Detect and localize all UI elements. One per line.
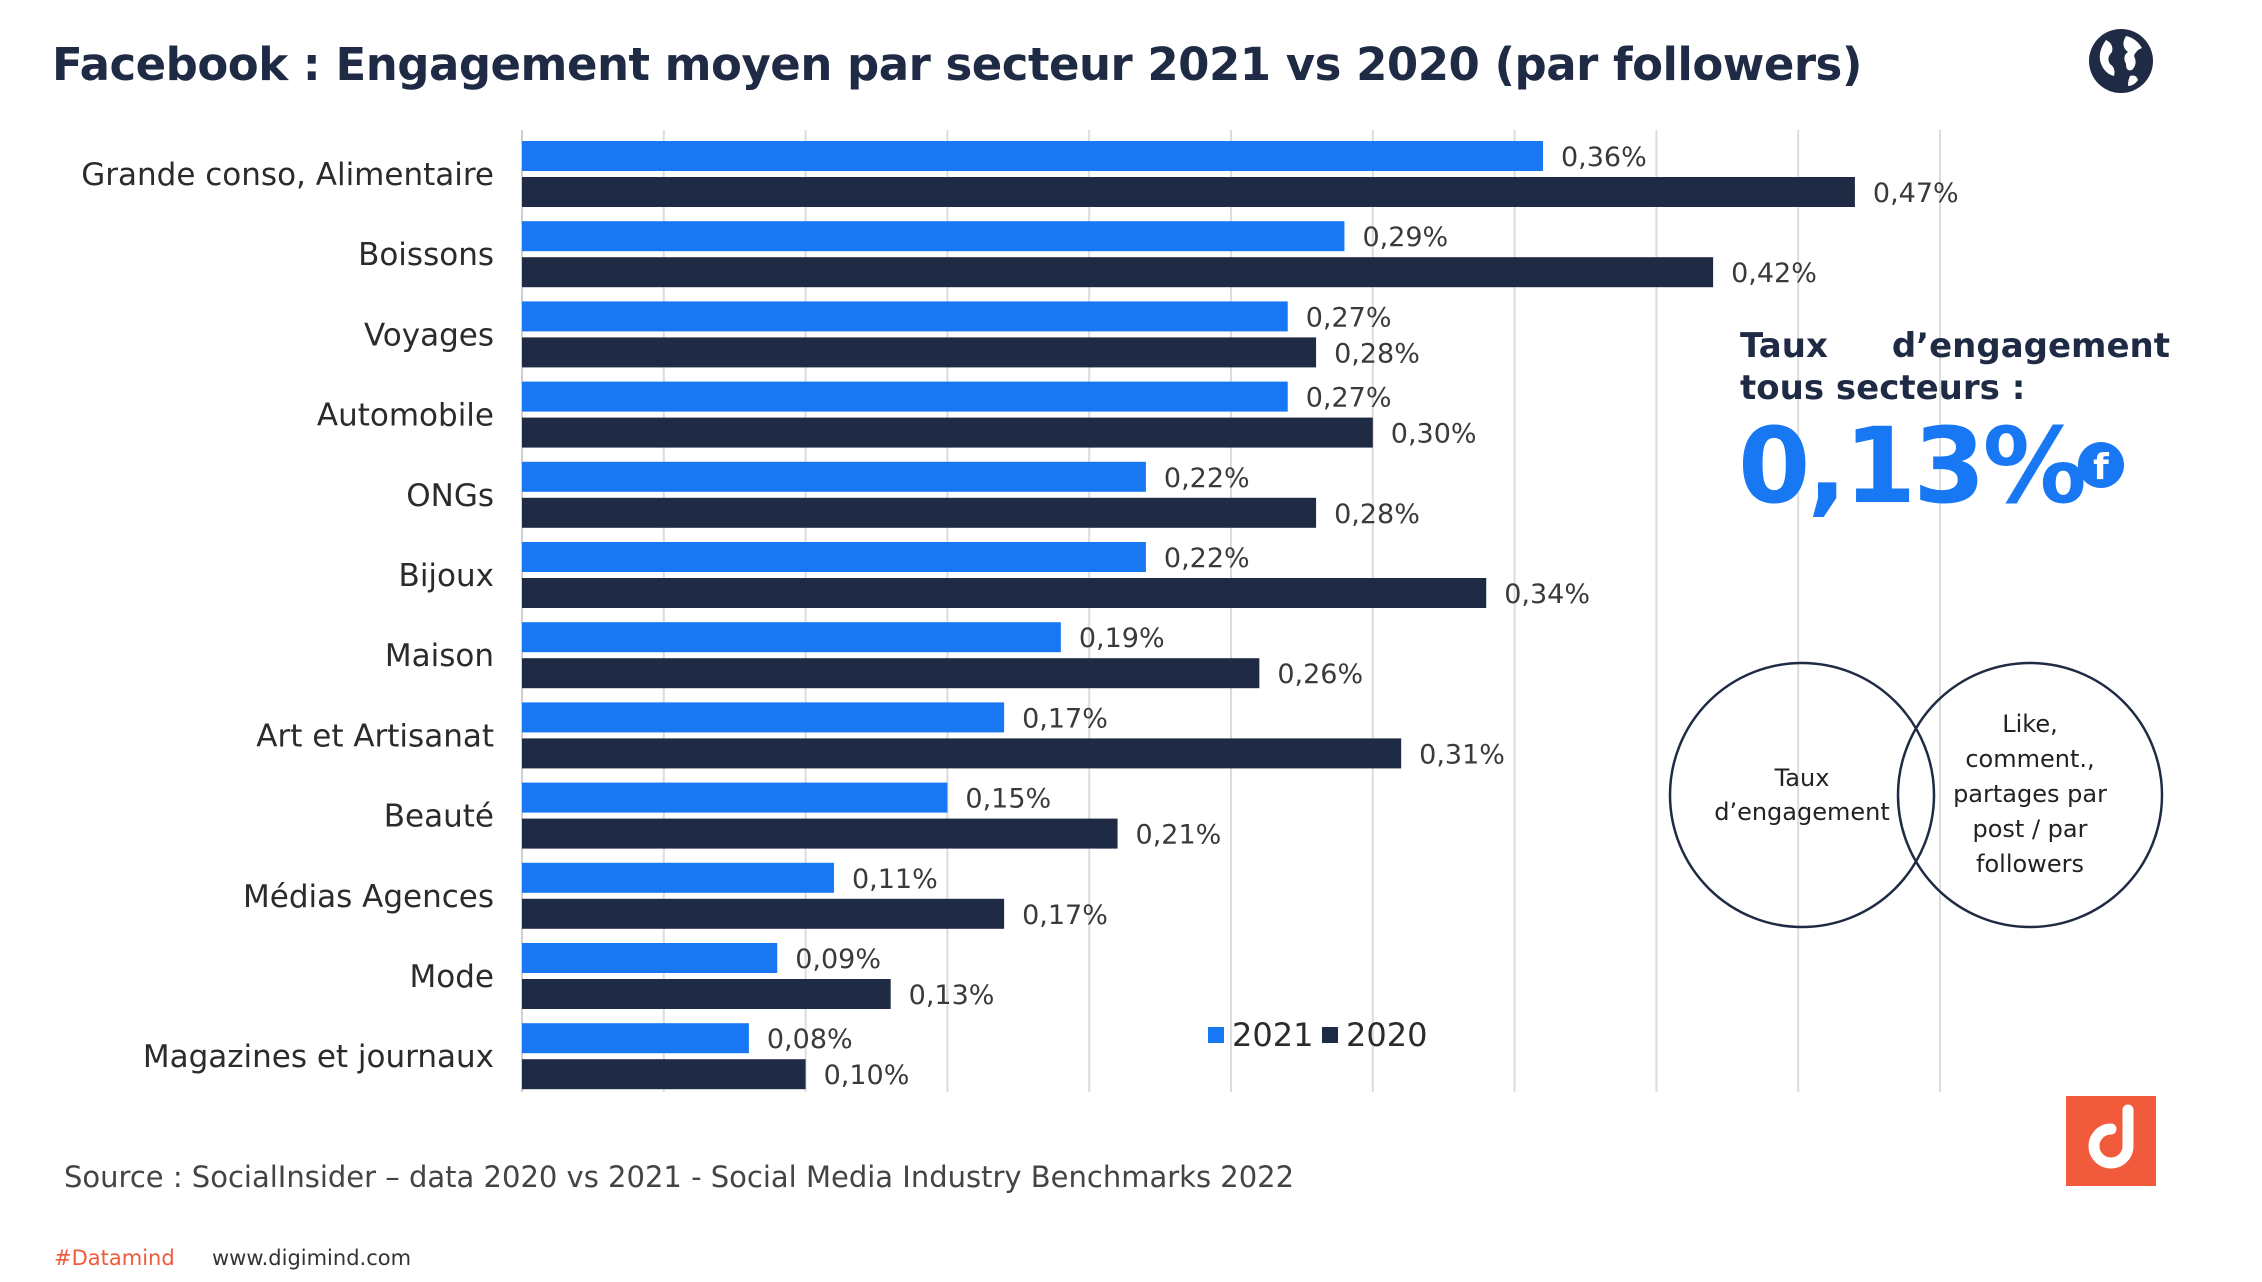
bar-2020 [522,337,1317,368]
venn-diagram: Taux d’engagement Like, comment., partages… [1668,661,2164,929]
heading-word-taux: Taux [1740,326,1828,366]
venn-right-line: partages par [1953,780,2107,808]
venn-left-line-1: Taux [1774,764,1830,792]
data-label-2021: 0,29% [1362,222,1448,253]
digimind-logo-icon [2066,1096,2156,1186]
venn-right-line: comment., [1965,745,2094,773]
data-label-2020: 0,34% [1504,579,1590,610]
bar-2021 [522,221,1345,252]
category-label: Art et Artisanat [256,718,494,754]
category-label: ONGs [406,478,494,514]
heading-word-engagement: d’engagement [1891,326,2170,366]
data-label-2021: 0,27% [1306,302,1392,333]
category-label: Voyages [364,317,494,353]
bar-2020 [522,177,1855,207]
data-label-2021: 0,17% [1022,703,1108,734]
overall-rate-heading: Taux d’engagement tous secteurs : [1740,325,2170,409]
category-label: Mode [410,959,494,995]
bar-2021 [522,461,1146,492]
data-label-2020: 0,26% [1277,659,1363,690]
bar-2021 [522,782,948,813]
bar-2020 [522,257,1714,288]
bar-2021 [522,702,1005,733]
bar-2021 [522,542,1146,572]
bar-2020 [522,738,1402,769]
overall-rate-value: 0,13% [1738,405,2087,527]
legend-swatch-2020 [1322,1027,1338,1043]
bar-2021 [522,943,778,973]
data-label-2021: 0,27% [1306,383,1392,414]
page-title: Facebook : Engagement moyen par secteur … [52,38,1862,91]
data-label-2020: 0,13% [909,980,995,1011]
facebook-icon: f [2078,442,2124,488]
bar-2021 [522,622,1061,653]
venn-right-line: Like, [2002,710,2057,738]
data-label-2020: 0,42% [1731,258,1817,289]
footer-url[interactable]: www.digimind.com [212,1246,412,1270]
data-label-2020: 0,47% [1873,178,1959,209]
bar-2020 [522,578,1487,608]
venn-left-line-2: d’engagement [1714,798,1890,826]
category-label: Magazines et journaux [143,1039,494,1075]
data-label-2021: 0,22% [1164,463,1250,494]
data-label-2020: 0,28% [1334,499,1420,530]
bar-2020 [522,658,1260,689]
venn-right-line: post / par [1973,815,2088,843]
bar-2020 [522,1059,806,1090]
category-label: Médias Agences [243,879,494,915]
bar-2020 [522,417,1373,448]
legend-label-2020: 2020 [1346,1016,1427,1054]
data-label-2020: 0,30% [1391,419,1477,450]
legend-label-2021: 2021 [1232,1016,1313,1054]
venn-right-circle [1896,661,2164,929]
bar-2021 [522,381,1288,412]
legend-swatch-2021 [1208,1027,1224,1043]
data-label-2020: 0,28% [1334,338,1420,369]
bar-2020 [522,898,1005,929]
category-label: Boissons [358,237,494,273]
data-label-2021: 0,19% [1079,623,1165,654]
bar-2020 [522,979,891,1009]
data-label-2021: 0,22% [1164,543,1250,574]
data-label-2020: 0,31% [1419,739,1505,770]
bar-2020 [522,497,1317,528]
venn-left-circle [1668,661,1936,929]
venn-right-line: followers [1976,850,2084,878]
data-label-2021: 0,09% [795,944,881,975]
data-label-2020: 0,10% [824,1060,910,1091]
data-label-2020: 0,21% [1136,820,1222,851]
heading-line-2: tous secteurs : [1740,368,2026,408]
data-label-2020: 0,17% [1022,900,1108,931]
category-label: Beauté [384,799,494,835]
category-label: Bijoux [399,558,494,594]
data-label-2021: 0,08% [767,1024,853,1055]
bar-2021 [522,862,834,893]
bar-2021 [522,1023,749,1054]
data-label-2021: 0,11% [852,864,938,895]
source-note: Source : SocialInsider – data 2020 vs 20… [64,1160,1295,1194]
bar-2021 [522,141,1543,171]
category-label: Grande conso, Alimentaire [81,157,494,193]
bar-2020 [522,818,1118,849]
category-label: Maison [385,638,494,674]
data-label-2021: 0,36% [1561,142,1647,173]
footer-hashtag: #Datamind [54,1246,175,1270]
data-label-2021: 0,15% [965,784,1051,815]
category-label: Automobile [317,398,494,434]
bar-2021 [522,301,1288,332]
globe-icon [2089,29,2153,93]
